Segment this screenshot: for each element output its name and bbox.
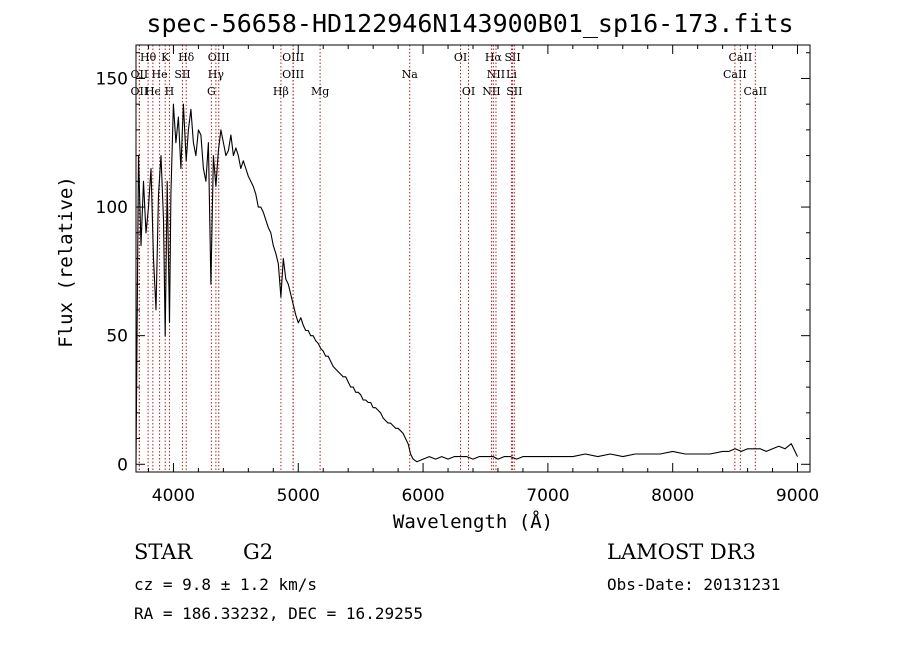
y-axis-ticks: 0 50 100 150 <box>96 52 810 475</box>
marker-label-27: CaII <box>743 85 767 98</box>
marker-label-19: Hϵ <box>145 85 161 98</box>
marker-label-20: H <box>165 85 175 98</box>
marker-label-2: Hδ <box>178 51 195 64</box>
y-tick-label-1: 50 <box>106 327 128 347</box>
y-tick-label-2: 100 <box>96 198 128 218</box>
marker-label-14: Na <box>402 68 419 81</box>
spectrum-series <box>135 103 798 465</box>
marker-label-15: NII <box>487 68 505 81</box>
marker-label-8: CaII <box>729 51 753 64</box>
ra-dec-coordinates: RA = 186.33232, DEC = 16.29255 <box>134 604 423 623</box>
plot-frame <box>135 44 811 473</box>
marker-label-17: CaII <box>723 68 747 81</box>
marker-label-23: Mg <box>311 85 329 98</box>
marker-label-26: SII <box>506 85 522 98</box>
object-class: STAR <box>134 540 193 564</box>
x-tick-label-1: 5000 <box>277 486 320 506</box>
x-tick-label-2: 6000 <box>401 486 444 506</box>
object-subclass: G2 <box>243 540 274 564</box>
marker-label-16: Li <box>506 68 517 81</box>
marker-label-6: Hα <box>485 51 503 64</box>
marker-label-3: OIII <box>208 51 230 64</box>
x-tick-label-4: 8000 <box>651 486 694 506</box>
observation-date: Obs-Date: 20131231 <box>607 575 781 594</box>
x-tick-label-0: 4000 <box>152 486 195 506</box>
marker-label-5: OI <box>454 51 467 64</box>
marker-label-18: OII <box>131 85 149 98</box>
marker-label-21: G <box>207 85 216 98</box>
marker-label-12: Hγ <box>208 68 225 81</box>
marker-label-13: OIII <box>282 68 304 81</box>
y-axis-label: Flux (relative) <box>55 176 77 348</box>
redshift-cz: cz = 9.8 ± 1.2 km/s <box>134 575 318 594</box>
marker-label-22: Hβ <box>273 85 289 98</box>
y-tick-label-3: 150 <box>96 69 128 89</box>
marker-label-1: K <box>161 51 170 64</box>
marker-label-11: SII <box>174 68 190 81</box>
marker-label-25: NII <box>482 85 500 98</box>
y-tick-label-0: 0 <box>117 455 128 475</box>
x-tick-label-3: 7000 <box>526 486 569 506</box>
x-axis-ticks: 4000 5000 6000 7000 8000 9000 <box>147 45 819 506</box>
spectrum-line <box>135 103 798 465</box>
x-tick-label-5: 9000 <box>776 486 819 506</box>
marker-label-7: SII <box>504 51 520 64</box>
marker-label-10: He <box>152 68 168 81</box>
marker-label-24: OI <box>462 85 475 98</box>
marker-label-4: OIII <box>282 51 304 64</box>
marker-label-0: Hθ <box>140 51 157 64</box>
survey-name: LAMOST DR3 <box>607 540 756 564</box>
chart-title: spec-56658-HD122946N143900B01_sp16-173.f… <box>146 9 793 38</box>
x-axis-label: Wavelength (Å) <box>393 510 553 533</box>
